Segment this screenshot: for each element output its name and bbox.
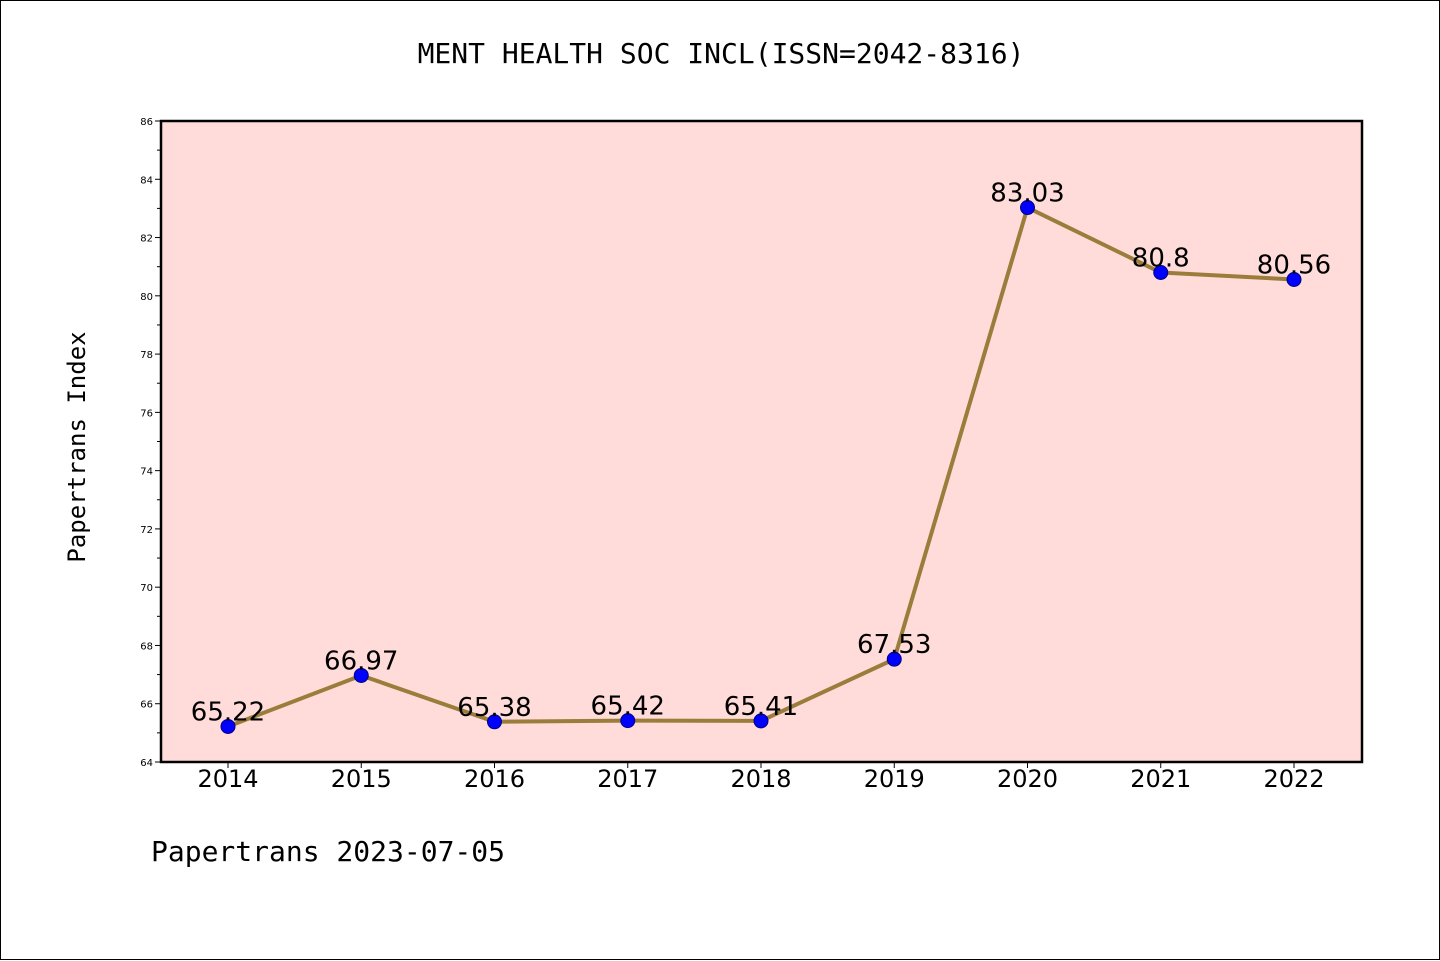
data-label: 65.41 [724,692,798,722]
y-tick-label: 68 [140,641,153,652]
y-tick-label: 76 [140,408,153,419]
data-point [1286,272,1302,288]
footer-credit: Papertrans 2023-07-05 [151,835,506,868]
x-axis: 2014 2015 2016 2017 2018 2019 2020 2021 2022 [197,762,1325,793]
data-point [353,667,369,683]
y-axis: 64 66 68 70 72 74 76 78 80 82 84 86 [140,117,161,769]
x-tick-label: 2019 [864,765,925,793]
data-label: 65.22 [191,697,265,727]
y-tick-label: 70 [140,583,153,594]
data-label: 65.38 [457,693,531,723]
plot-area [161,121,1362,762]
data-point [886,651,902,667]
data-label: 83.03 [990,179,1064,209]
y-tick-label: 72 [140,525,153,536]
y-tick-label: 84 [140,175,153,186]
data-point [1020,200,1035,216]
data-label: 80.56 [1257,251,1331,281]
data-point [220,718,236,734]
plot-border [159,119,1364,764]
y-tick-label: 66 [140,700,153,711]
x-tick-label: 2016 [464,765,525,793]
y-tick-label: 82 [140,234,153,245]
data-point [620,713,636,729]
x-tick-label: 2022 [1263,765,1324,793]
x-tick-label: 2020 [997,765,1058,793]
chart-title: MENT HEALTH SOC INCL(ISSN=2042-8316) [417,37,1025,70]
x-tick-label: 2021 [1130,765,1191,793]
x-tick-label: 2017 [597,765,658,793]
x-tick-label: 2014 [197,765,258,793]
series-markers [220,200,1302,734]
y-tick-label: 80 [140,292,153,303]
data-label: 80.8 [1132,244,1190,274]
y-tick-label: 78 [140,350,153,361]
data-point [753,713,769,729]
data-labels: 65.22 66.97 65.38 65.42 65.41 67.53 83.03 80.8 8… [191,179,1331,728]
data-label: 67.53 [857,630,931,660]
data-point [1153,265,1169,281]
y-tick-label: 64 [140,758,153,769]
y-tick-label: 86 [140,117,153,128]
data-point [487,714,502,730]
x-tick-label: 2015 [331,765,392,793]
data-label: 65.42 [591,692,665,722]
x-tick-label: 2018 [730,765,791,793]
data-label: 66.97 [324,646,398,676]
y-tick-label: 74 [140,467,153,478]
